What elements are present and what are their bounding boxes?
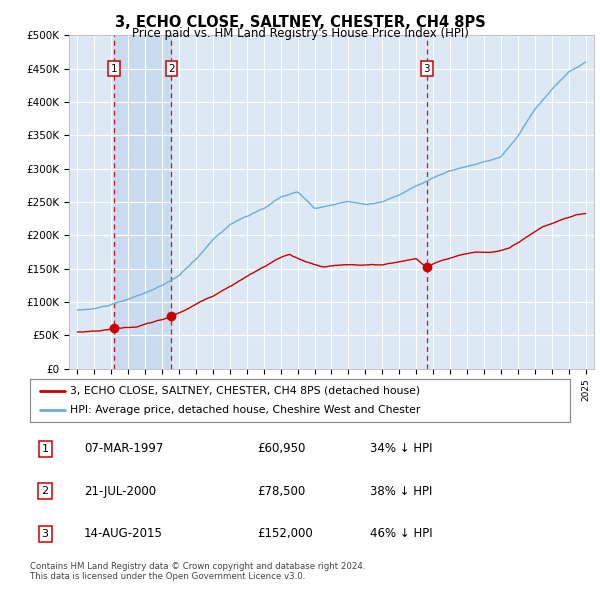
Text: 3, ECHO CLOSE, SALTNEY, CHESTER, CH4 8PS (detached house): 3, ECHO CLOSE, SALTNEY, CHESTER, CH4 8PS… <box>71 386 421 396</box>
Text: £78,500: £78,500 <box>257 484 305 498</box>
Bar <box>115 35 172 369</box>
Text: Price paid vs. HM Land Registry's House Price Index (HPI): Price paid vs. HM Land Registry's House … <box>131 27 469 40</box>
Text: 46% ↓ HPI: 46% ↓ HPI <box>370 527 433 540</box>
Text: 14-AUG-2015: 14-AUG-2015 <box>84 527 163 540</box>
Text: 34% ↓ HPI: 34% ↓ HPI <box>370 442 433 455</box>
Text: 1: 1 <box>111 64 118 74</box>
Text: 38% ↓ HPI: 38% ↓ HPI <box>370 484 433 498</box>
Text: Contains HM Land Registry data © Crown copyright and database right 2024.
This d: Contains HM Land Registry data © Crown c… <box>30 562 365 581</box>
Text: 3, ECHO CLOSE, SALTNEY, CHESTER, CH4 8PS: 3, ECHO CLOSE, SALTNEY, CHESTER, CH4 8PS <box>115 15 485 30</box>
Text: 21-JUL-2000: 21-JUL-2000 <box>84 484 156 498</box>
Text: 07-MAR-1997: 07-MAR-1997 <box>84 442 163 455</box>
Text: 1: 1 <box>41 444 49 454</box>
Text: 3: 3 <box>424 64 430 74</box>
Text: 3: 3 <box>41 529 49 539</box>
Text: £152,000: £152,000 <box>257 527 313 540</box>
Text: 2: 2 <box>41 486 49 496</box>
Text: 2: 2 <box>168 64 175 74</box>
Text: £60,950: £60,950 <box>257 442 305 455</box>
Text: HPI: Average price, detached house, Cheshire West and Chester: HPI: Average price, detached house, Ches… <box>71 405 421 415</box>
